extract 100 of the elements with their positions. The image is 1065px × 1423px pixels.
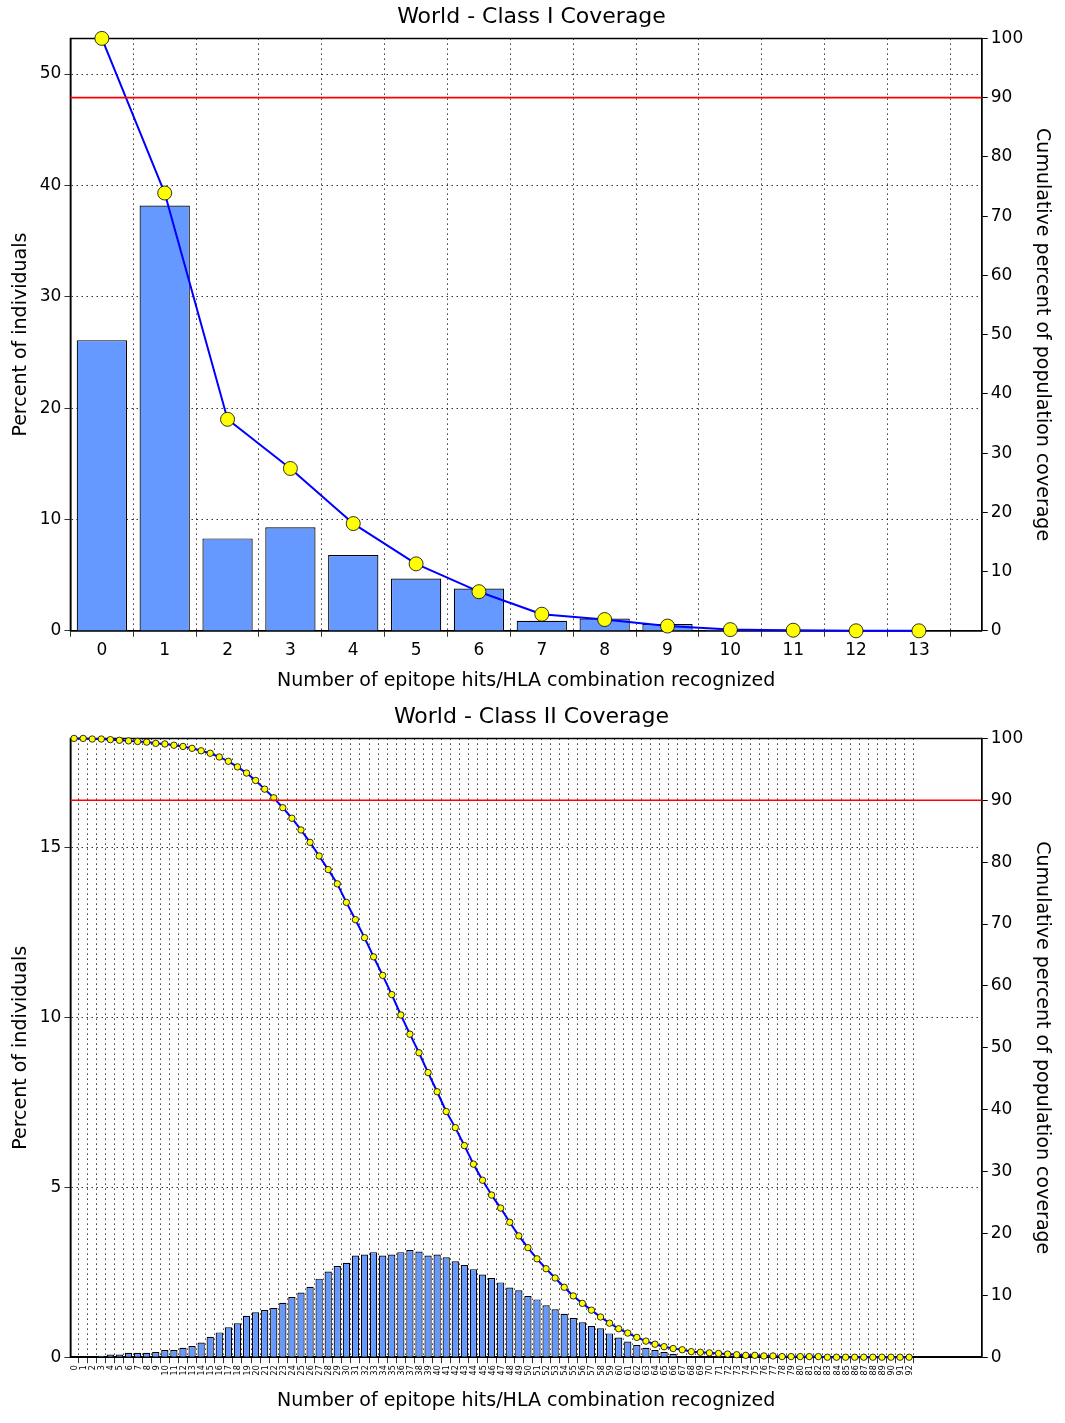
chart-title: World - Class I Coverage (397, 2, 666, 28)
x-tick-label: 24 (287, 1365, 297, 1376)
x-tick-label: 42 (451, 1365, 461, 1376)
x-tick-label: 85 (841, 1365, 851, 1376)
y2-tick-label: 80 (990, 145, 1013, 166)
x-tick-label: 0 (70, 1365, 80, 1371)
x-tick-label: 74 (741, 1365, 751, 1376)
x-tick-label: 15 (206, 1365, 216, 1376)
x-tick-label: 69 (696, 1365, 706, 1376)
x-tick-label: 8 (142, 1365, 152, 1371)
x-tick-label: 10 (160, 1365, 170, 1376)
x-tick-label: 28 (324, 1365, 334, 1376)
x-tick-label: 30 (342, 1365, 352, 1376)
x-tick-label: 65 (660, 1365, 670, 1376)
x-tick-label: 87 (859, 1365, 869, 1376)
x-tick-label: 14 (197, 1365, 207, 1376)
x-tick-label: 26 (306, 1365, 316, 1376)
x-tick-label: 62 (632, 1365, 642, 1376)
y-axis-title: Percent of individuals (8, 945, 31, 1150)
x-tick-label: 45 (478, 1365, 488, 1376)
x-tick-label: 2 (88, 1365, 98, 1371)
y-tick-label: 10 (39, 1005, 62, 1026)
x-tick-label: 59 (605, 1365, 615, 1376)
y-tick-label: 0 (50, 619, 62, 640)
x-tick-label: 12 (178, 1365, 188, 1376)
point (534, 606, 550, 622)
x-tick-label: 57 (587, 1365, 597, 1376)
y-tick-label: 30 (39, 285, 62, 306)
x-axis-title: Number of epitope hits/HLA combination recognized (276, 1387, 776, 1410)
x-tick-label: 60 (614, 1365, 624, 1376)
y-tick-label: 10 (39, 507, 62, 528)
x-tick-label: 5 (115, 1365, 125, 1371)
x-tick-label: 23 (278, 1365, 288, 1376)
x-axis-title: Number of epitope hits/HLA combination recognized (276, 667, 776, 690)
x-tick-label: 77 (768, 1365, 778, 1376)
x-tick-label: 10 (719, 639, 742, 660)
point (597, 612, 613, 627)
x-tick-label: 2 (222, 639, 233, 660)
x-tick-label: 83 (823, 1365, 833, 1376)
x-tick-label: 25 (296, 1365, 306, 1376)
x-tick-label: 1 (159, 639, 171, 660)
y2-tick-label: 80 (990, 850, 1013, 871)
x-tick-label: 9 (151, 1365, 161, 1371)
x-tick-label: 92 (905, 1365, 915, 1376)
x-tick-label: 53 (551, 1365, 561, 1376)
x-tick-label: 6 (473, 639, 485, 660)
y2-tick-label: 100 (990, 26, 1024, 47)
point (911, 623, 927, 639)
x-tick-label: 47 (496, 1365, 506, 1376)
point (660, 618, 675, 634)
x-tick-label: 29 (333, 1365, 343, 1376)
x-tick-label: 50 (523, 1365, 533, 1376)
x-tick-label: 52 (542, 1365, 552, 1376)
y2-tick-label: 50 (990, 323, 1013, 344)
point (785, 622, 801, 638)
x-tick-label: 7 (133, 1365, 143, 1371)
x-tick-label: 18 (233, 1365, 243, 1376)
y2-tick-label: 70 (990, 204, 1013, 225)
x-tick-label: 35 (387, 1365, 397, 1376)
x-tick-label: 75 (750, 1365, 760, 1376)
y2-tick-label: 40 (990, 1098, 1013, 1119)
x-tick-label: 16 (215, 1365, 225, 1376)
x-tick-label: 73 (732, 1365, 742, 1376)
x-tick-label: 4 (347, 639, 359, 660)
x-tick-label: 84 (832, 1365, 842, 1376)
x-tick-label: 8 (599, 639, 611, 660)
x-tick-label: 78 (778, 1365, 788, 1376)
x-tick-label: 72 (723, 1365, 733, 1376)
point (345, 516, 361, 531)
y2-tick-label: 60 (990, 974, 1013, 995)
y2-tick-label: 10 (990, 559, 1013, 580)
x-tick-label: 86 (850, 1365, 860, 1376)
point (848, 623, 864, 639)
x-tick-label: 33 (369, 1365, 379, 1376)
x-tick-label: 5 (410, 639, 422, 660)
y-tick-label: 40 (39, 173, 62, 194)
point (722, 622, 738, 638)
y-tick-label: 5 (50, 1175, 62, 1196)
point (220, 411, 235, 427)
x-tick-label: 56 (578, 1365, 588, 1376)
x-tick-label: 55 (569, 1365, 579, 1376)
y2-axis-title: Cumulative percent of population coverage (1032, 128, 1055, 542)
x-tick-label: 64 (650, 1365, 660, 1376)
y2-tick-label: 90 (990, 788, 1013, 809)
y2-tick-label: 40 (990, 382, 1013, 403)
y2-tick-label: 90 (990, 86, 1013, 107)
x-tick-label: 17 (224, 1365, 234, 1376)
x-tick-label: 34 (378, 1365, 388, 1376)
x-tick-label: 13 (188, 1365, 198, 1376)
y2-tick-label: 0 (990, 619, 1002, 640)
point (94, 31, 110, 46)
x-tick-label: 67 (678, 1365, 688, 1376)
x-tick-label: 66 (669, 1365, 679, 1376)
x-tick-label: 40 (433, 1365, 443, 1376)
x-tick-label: 32 (360, 1365, 370, 1376)
x-tick-label: 4 (106, 1365, 116, 1371)
x-tick-label: 3 (97, 1365, 107, 1371)
y2-tick-label: 10 (990, 1283, 1013, 1304)
x-tick-label: 1 (79, 1365, 89, 1371)
x-tick-label: 70 (705, 1365, 715, 1376)
